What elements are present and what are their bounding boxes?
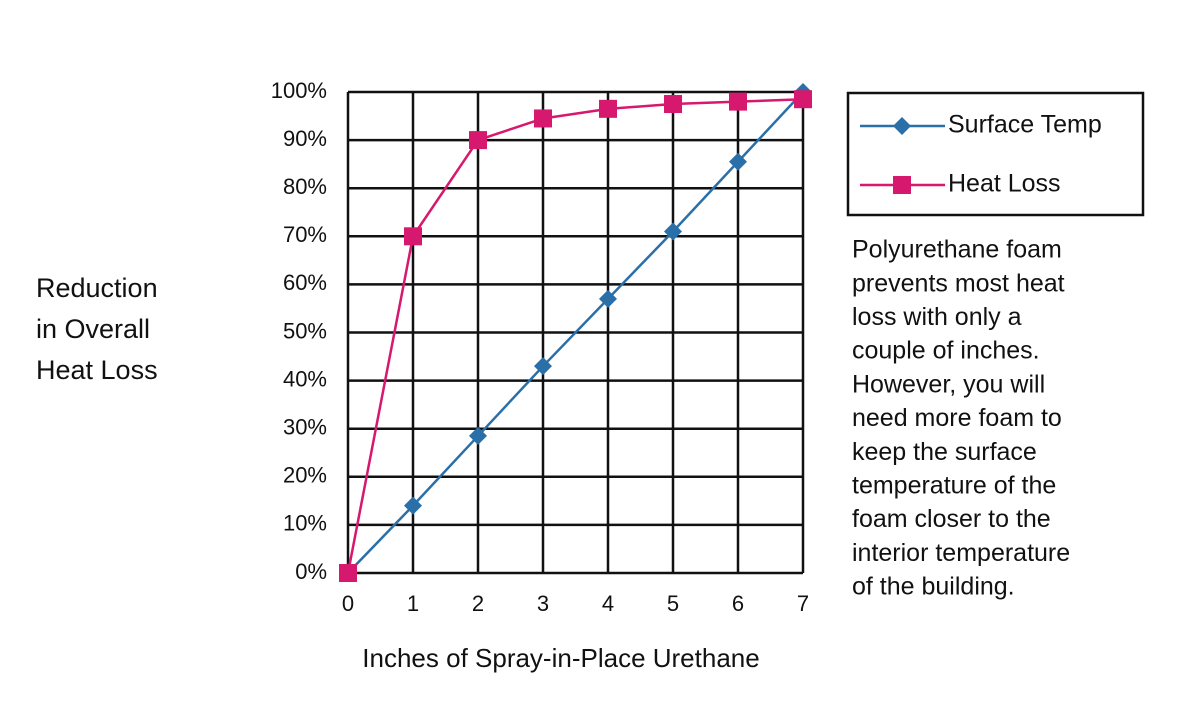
y-tick-label: 20%	[283, 463, 327, 488]
y-tick-label: 90%	[283, 126, 327, 151]
annotation: However, you will	[852, 370, 1045, 398]
data-point	[534, 357, 552, 376]
data-point	[404, 227, 422, 246]
data-point	[404, 496, 422, 515]
x-tick-label: 0	[342, 591, 354, 616]
series-line	[347, 91, 804, 574]
y-tick-label: 60%	[283, 270, 327, 295]
annotation: foam closer to the	[852, 505, 1051, 533]
annotation: prevents most heat	[852, 269, 1065, 297]
series-line	[346, 97, 804, 574]
x-tick-label: 6	[732, 591, 744, 616]
x-tick-label: 2	[472, 591, 484, 616]
x-axis-label: Inches of Spray-in-Place Urethane	[362, 643, 759, 673]
data-point	[794, 90, 812, 109]
legend-label: Surface Temp	[948, 111, 1102, 139]
annotation: keep the surface	[852, 438, 1037, 466]
y-tick-label: 100%	[271, 78, 327, 103]
y-tick-label: 0%	[295, 559, 327, 584]
data-point	[664, 95, 682, 114]
annotation: Polyurethane foam	[852, 236, 1062, 264]
x-tick-label: 7	[797, 591, 809, 616]
data-point	[469, 426, 487, 445]
y-axis-label: in Overall	[36, 314, 150, 344]
x-tick-label: 3	[537, 591, 549, 616]
x-tick-label: 1	[407, 591, 419, 616]
y-tick-label: 50%	[283, 318, 327, 343]
y-tick-label: 10%	[283, 511, 327, 536]
data-point	[599, 289, 617, 308]
y-tick-label: 80%	[283, 174, 327, 199]
annotation: need more foam to	[852, 404, 1062, 432]
annotation: temperature of the	[852, 472, 1056, 500]
data-point	[664, 222, 682, 241]
legend-label: Heat Loss	[948, 170, 1061, 198]
annotation: couple of inches.	[852, 337, 1040, 365]
data-point	[729, 152, 747, 171]
data-point	[599, 99, 617, 118]
legend-box	[846, 91, 1145, 217]
y-tick-label: 40%	[283, 366, 327, 391]
x-tick-label: 4	[602, 591, 614, 616]
annotation: of the building.	[852, 573, 1015, 601]
y-tick-label: 70%	[283, 222, 327, 247]
legend-marker	[893, 117, 911, 135]
data-point	[339, 564, 357, 582]
annotation: interior temperature	[852, 539, 1070, 567]
legend-marker	[893, 176, 911, 194]
y-axis-label: Reduction	[36, 273, 158, 303]
y-axis-label: Heat Loss	[36, 355, 158, 385]
y-tick-label: 30%	[283, 415, 327, 440]
annotation: loss with only a	[852, 303, 1022, 331]
data-point	[534, 109, 552, 128]
data-point	[729, 92, 747, 111]
data-point	[469, 131, 487, 150]
x-tick-label: 5	[667, 591, 679, 616]
